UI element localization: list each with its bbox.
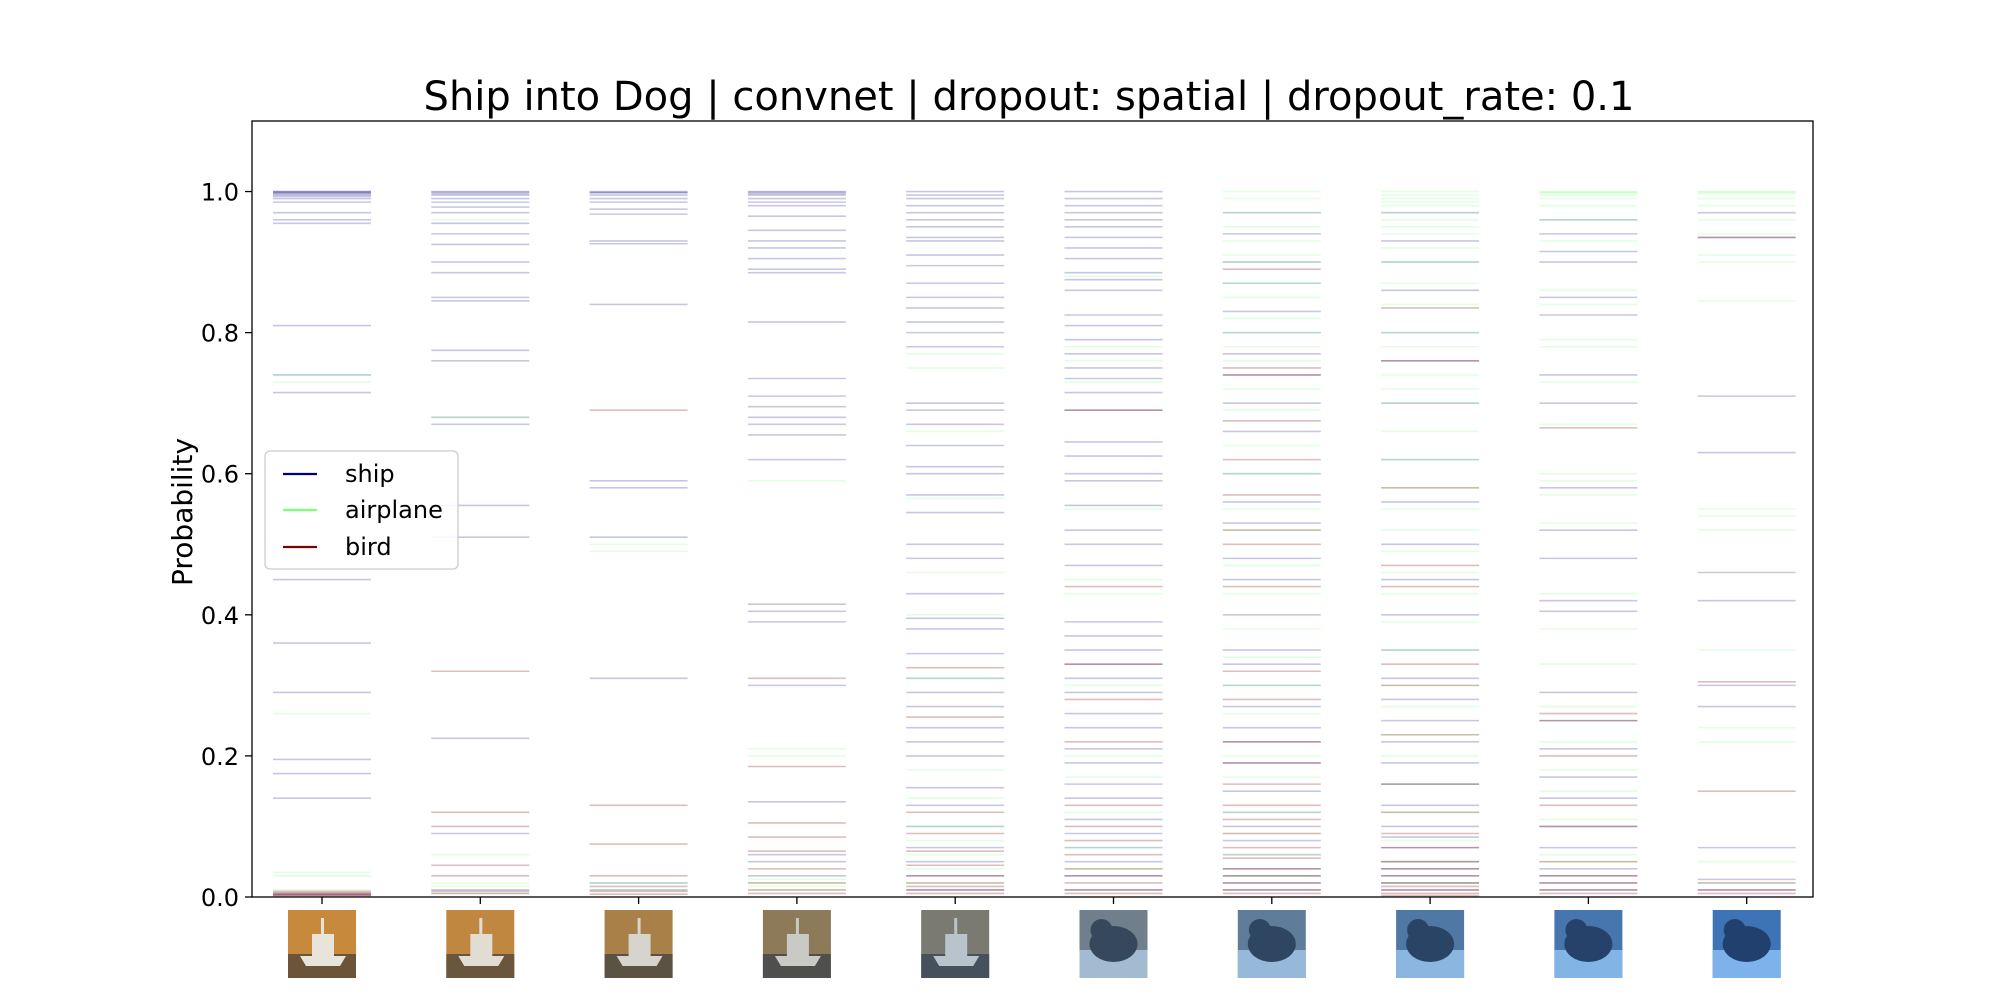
- legend-label-bird: bird: [345, 533, 392, 561]
- thumbnail-hull: [616, 956, 663, 966]
- thumbnail-image: [1712, 910, 1781, 978]
- thumbnail-cabin: [945, 934, 968, 956]
- thumbnail-mast: [321, 918, 324, 936]
- y-tick-label: 0.2: [201, 743, 239, 771]
- y-axis: 0.0 0.2 0.4 0.6 0.8 1.0: [201, 179, 252, 912]
- thumbnail-image: [604, 910, 673, 978]
- legend-box: [264, 450, 459, 570]
- y-tick-label: 0.4: [201, 602, 239, 630]
- thumbnail-cabin: [470, 934, 493, 956]
- legend-label-ship: ship: [345, 460, 395, 488]
- thumbnail-image: [762, 910, 831, 978]
- thumbnail-hull: [933, 956, 980, 966]
- thumbnail-hull: [458, 956, 505, 966]
- y-tick-label: 0.0: [201, 884, 239, 912]
- thumbnail-mast: [795, 918, 799, 936]
- thumbnail-hull: [300, 956, 346, 966]
- thumbnail-dog-head: [1723, 919, 1746, 941]
- y-tick-label: 1.0: [201, 179, 239, 207]
- thumbnail-mast: [479, 918, 483, 936]
- legend-label-airplane: airplane: [345, 496, 443, 524]
- thumbnail-mast: [954, 918, 958, 936]
- y-tick-label: 0.6: [201, 461, 239, 489]
- thumbnail-cabin: [628, 934, 651, 956]
- thumbnail-image: [446, 910, 515, 978]
- thumbnail-dog-head: [1407, 919, 1430, 941]
- axes-frame: [251, 120, 1814, 898]
- plot-area: [251, 120, 1814, 898]
- thumbnail-image: [1237, 910, 1306, 978]
- thumbnail-strip: [288, 910, 1781, 978]
- thumbnail-cabin: [312, 934, 334, 956]
- y-axis-label: Probability: [166, 438, 199, 586]
- thumbnail-dog-head: [1090, 919, 1113, 941]
- chart-title: Ship into Dog | convnet | dropout: spati…: [424, 74, 1635, 120]
- thumbnail-image: [921, 910, 990, 978]
- thumbnail-dog-head: [1565, 919, 1588, 941]
- thumbnail-image: [1079, 910, 1148, 978]
- thumbnail-mast: [637, 918, 641, 936]
- thumbnail-image: [288, 910, 356, 978]
- thumbnail-cabin: [786, 934, 809, 956]
- x-axis: [321, 897, 1748, 904]
- thumbnail-hull: [774, 956, 821, 966]
- thumbnail-image: [1396, 910, 1465, 978]
- legend: ship airplane bird: [264, 450, 459, 570]
- thumbnail-dog-head: [1248, 919, 1271, 941]
- series-lines: [273, 190, 1796, 897]
- thumbnail-image: [1554, 910, 1623, 978]
- y-tick-label: 0.8: [201, 320, 239, 348]
